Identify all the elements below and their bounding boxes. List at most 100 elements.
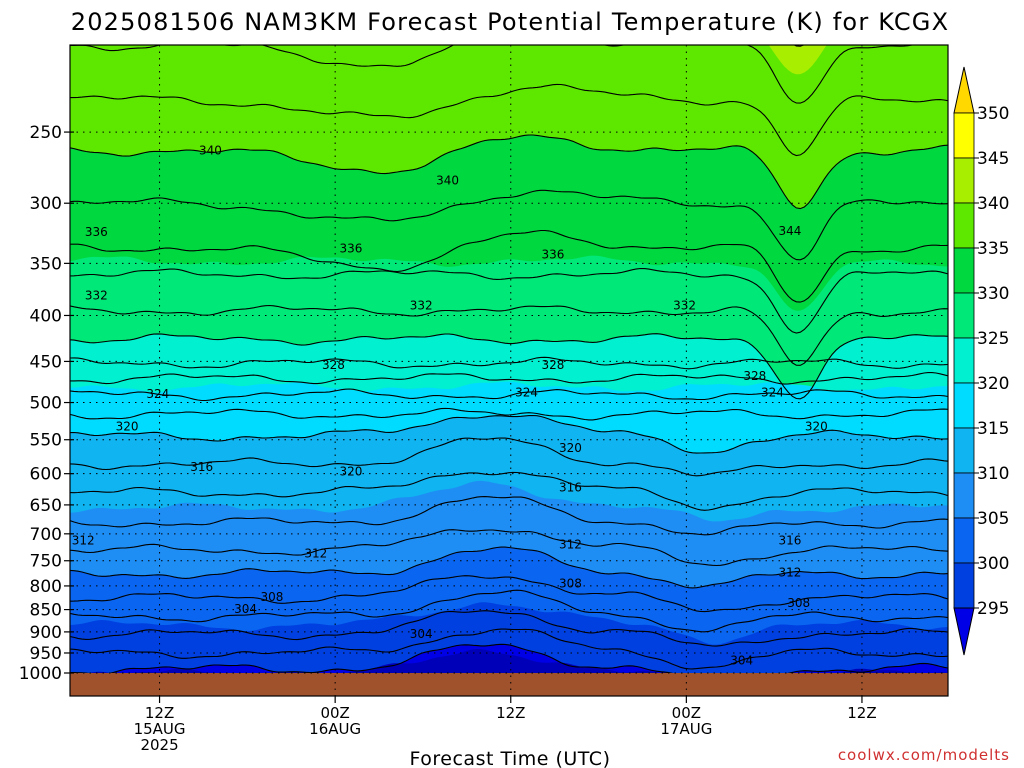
colorbar-bottom-arrow — [953, 607, 975, 656]
contour-line — [70, 414, 948, 454]
contour-label: 320 — [805, 420, 828, 434]
x-tick-label: 00Z — [672, 704, 701, 722]
contour-label: 332 — [673, 299, 696, 313]
contour-line — [70, 589, 948, 633]
x-tick-label: 12Z — [847, 704, 876, 722]
colorbar-segment — [953, 562, 975, 609]
y-tick-label: 950 — [30, 644, 62, 664]
contour-line — [70, 628, 948, 670]
fill-band-lowest — [89, 649, 948, 673]
contour-label: 312 — [559, 537, 582, 551]
contour-line — [70, 610, 948, 647]
colorbar-segment — [953, 337, 975, 384]
colorbar: 295 300 305 310 315 320 325 330 335 340 345 350 — [953, 66, 1009, 656]
contour-line — [70, 546, 948, 589]
contour-label: 336 — [541, 247, 564, 261]
colorbar-segment — [953, 112, 975, 159]
grid-layer — [70, 45, 948, 696]
contour-label: 320 — [559, 441, 582, 455]
x-tick-label: 12Z — [496, 704, 525, 722]
contour-label: 340 — [436, 173, 459, 187]
contour-label: 308 — [260, 590, 283, 604]
colorbar-label: 340 — [977, 194, 1009, 214]
x-tick-label: 00Z — [320, 704, 349, 722]
y-tick-label: 600 — [30, 465, 62, 485]
colorbar-segment — [953, 427, 975, 474]
contour-label: 336 — [340, 242, 363, 256]
contour-label: 304 — [234, 602, 257, 616]
x-tick-label: 15AUG — [134, 720, 186, 738]
y-tick-label: 900 — [30, 623, 62, 643]
contour-line — [70, 372, 948, 385]
contour-line — [70, 529, 948, 567]
contour-label: 344 — [779, 224, 802, 238]
y-axis: 2503003504004505005506006507007508008509… — [19, 123, 74, 684]
contour-label: 316 — [559, 481, 582, 495]
contour-line — [70, 407, 948, 421]
contour-label: 332 — [410, 299, 433, 313]
y-tick-label: 350 — [30, 254, 62, 274]
colorbar-segment — [953, 472, 975, 519]
colorbar-label: 325 — [977, 329, 1009, 349]
contour-label: 308 — [787, 596, 810, 610]
contour-label: 316 — [779, 533, 802, 547]
contour-label: 324 — [515, 385, 538, 399]
colorbar-label: 350 — [977, 104, 1009, 124]
contour-label: 336 — [85, 225, 108, 239]
contour-label: 324 — [761, 385, 784, 399]
y-tick-label: 300 — [30, 194, 62, 214]
y-tick-label: 450 — [30, 352, 62, 372]
shaded-fill-layer — [70, 45, 948, 673]
contour-line — [70, 267, 948, 334]
y-tick-label: 750 — [30, 552, 62, 572]
contour-line — [793, 45, 805, 47]
chart-title: 2025081506 NAM3KM Forecast Potential Tem… — [71, 8, 950, 36]
credit-text[interactable]: coolwx.com/modelts — [838, 746, 1010, 764]
y-tick-label: 500 — [30, 394, 62, 414]
y-tick-label: 250 — [30, 123, 62, 143]
colorbar-label: 335 — [977, 239, 1009, 259]
colorbar-label: 310 — [977, 464, 1009, 484]
y-tick-label: 650 — [30, 496, 62, 516]
colorbar-segment — [953, 247, 975, 294]
contour-label: 324 — [146, 387, 169, 401]
contour-label: 328 — [743, 369, 766, 383]
colorbar-label: 330 — [977, 284, 1009, 304]
colorbar-label: 295 — [977, 599, 1009, 619]
contour-label: 312 — [779, 566, 802, 580]
contour-label: 328 — [541, 358, 564, 372]
contour-line — [70, 496, 948, 536]
contour-label: 328 — [322, 358, 345, 372]
contour-line — [70, 437, 948, 477]
contour-line — [70, 388, 948, 402]
x-tick-label: 16AUG — [309, 720, 361, 738]
colorbar-label: 320 — [977, 374, 1009, 394]
contour-line — [70, 575, 948, 613]
x-tick-label: 17AUG — [660, 720, 712, 738]
contour-label: 312 — [304, 546, 327, 560]
colorbar-segment — [953, 157, 975, 204]
contour-label: 304 — [410, 627, 433, 641]
colorbar-segment — [953, 382, 975, 429]
x-axis-label: Forecast Time (UTC) — [410, 748, 611, 768]
contour-label: 316 — [190, 460, 213, 474]
y-tick-label: 850 — [30, 601, 62, 621]
contour-label: 312 — [72, 533, 95, 547]
colorbar-segment — [953, 292, 975, 339]
contour-line — [70, 83, 948, 157]
colorbar-segment — [953, 517, 975, 564]
colorbar-label: 305 — [977, 509, 1009, 529]
contour-label: 308 — [559, 576, 582, 590]
contour-label: 340 — [199, 143, 222, 157]
contour-line — [70, 229, 948, 303]
contour-line — [70, 45, 915, 104]
ground-strip — [70, 673, 948, 696]
x-tick-label: 12Z — [145, 704, 174, 722]
contour-line — [70, 189, 948, 261]
y-tick-label: 400 — [30, 306, 62, 326]
colorbar-label: 315 — [977, 419, 1009, 439]
contour-line-layer — [70, 45, 948, 673]
contour-label: 320 — [340, 465, 363, 479]
